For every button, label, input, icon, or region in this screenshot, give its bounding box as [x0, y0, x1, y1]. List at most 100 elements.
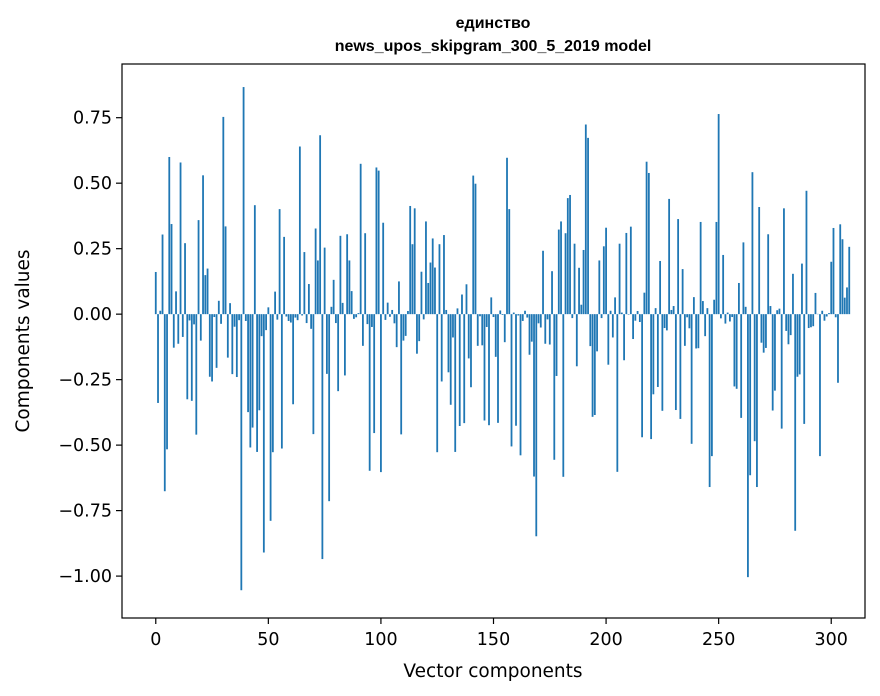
bar — [544, 314, 547, 344]
bar — [278, 209, 281, 315]
bar — [359, 163, 362, 315]
bar — [587, 137, 589, 315]
bar — [760, 314, 763, 343]
bar — [553, 314, 556, 460]
chart-title: единство — [456, 15, 531, 32]
bar — [591, 314, 594, 417]
bar — [303, 252, 306, 315]
bar — [796, 314, 799, 377]
bar — [220, 314, 222, 324]
bar — [154, 271, 157, 315]
bar — [537, 314, 540, 324]
bar — [677, 219, 680, 315]
bar — [233, 314, 236, 327]
bar — [247, 314, 249, 413]
bar — [731, 314, 734, 318]
bar — [539, 314, 542, 328]
bar — [636, 311, 639, 315]
bar — [647, 172, 650, 315]
bar — [645, 161, 648, 315]
bar — [170, 224, 173, 315]
bar — [384, 314, 387, 320]
bar — [681, 269, 684, 315]
bar — [307, 284, 310, 315]
bar — [530, 314, 533, 342]
bar — [762, 314, 765, 353]
bar — [618, 243, 621, 315]
bar — [429, 262, 432, 315]
bar — [472, 175, 475, 315]
bar — [436, 314, 439, 453]
bar — [668, 198, 671, 315]
bar — [488, 314, 490, 426]
x-tick-label: 200 — [589, 630, 622, 650]
bar — [404, 314, 407, 336]
bar — [434, 267, 436, 315]
bar — [337, 314, 340, 392]
bar — [314, 228, 317, 315]
bar — [362, 314, 364, 346]
bar — [305, 314, 308, 324]
bar — [375, 167, 378, 315]
bar — [656, 314, 659, 387]
bar — [683, 314, 686, 346]
bar — [454, 314, 457, 452]
bar — [508, 209, 511, 315]
bar — [476, 314, 479, 346]
bar — [598, 260, 601, 315]
bar — [332, 279, 335, 315]
bar — [416, 314, 418, 354]
bar — [269, 314, 272, 521]
bar — [611, 314, 614, 338]
bar — [643, 292, 646, 315]
y-tick-label: −0.50 — [58, 436, 112, 456]
bar — [456, 308, 459, 315]
bar — [283, 236, 286, 315]
x-tick-label: 0 — [150, 630, 161, 650]
bar — [341, 302, 344, 315]
bar — [726, 312, 729, 315]
bar — [614, 297, 616, 315]
bar — [519, 314, 522, 456]
y-tick-label: −0.75 — [58, 502, 112, 522]
bar — [765, 314, 767, 348]
bar — [704, 314, 707, 337]
bar — [562, 314, 565, 477]
bar — [832, 227, 835, 315]
bar — [510, 314, 513, 447]
bar — [742, 242, 745, 315]
bar — [701, 301, 704, 315]
bar — [222, 116, 225, 315]
bar — [373, 314, 376, 434]
bar — [380, 314, 382, 473]
bar — [521, 314, 524, 321]
bar — [778, 308, 781, 315]
bar — [783, 208, 785, 315]
bar — [296, 314, 299, 321]
bar — [483, 314, 486, 421]
bar — [206, 268, 209, 315]
bar — [515, 314, 517, 426]
bar — [235, 314, 238, 378]
bar — [357, 313, 360, 315]
bar — [848, 246, 851, 315]
bar — [751, 172, 754, 315]
bar — [377, 170, 380, 315]
bar — [798, 314, 801, 375]
bar — [512, 312, 515, 315]
bar — [654, 308, 657, 315]
bar — [607, 314, 610, 365]
bar — [325, 314, 328, 374]
bar — [692, 297, 695, 315]
bar — [774, 314, 776, 391]
bar — [580, 304, 583, 315]
bar — [733, 314, 736, 387]
bar — [202, 175, 204, 315]
bar — [163, 314, 166, 492]
bar — [801, 263, 803, 315]
bar — [600, 314, 603, 319]
bar — [312, 314, 315, 435]
bar — [805, 190, 808, 315]
bar — [789, 314, 792, 336]
bar — [443, 235, 445, 315]
